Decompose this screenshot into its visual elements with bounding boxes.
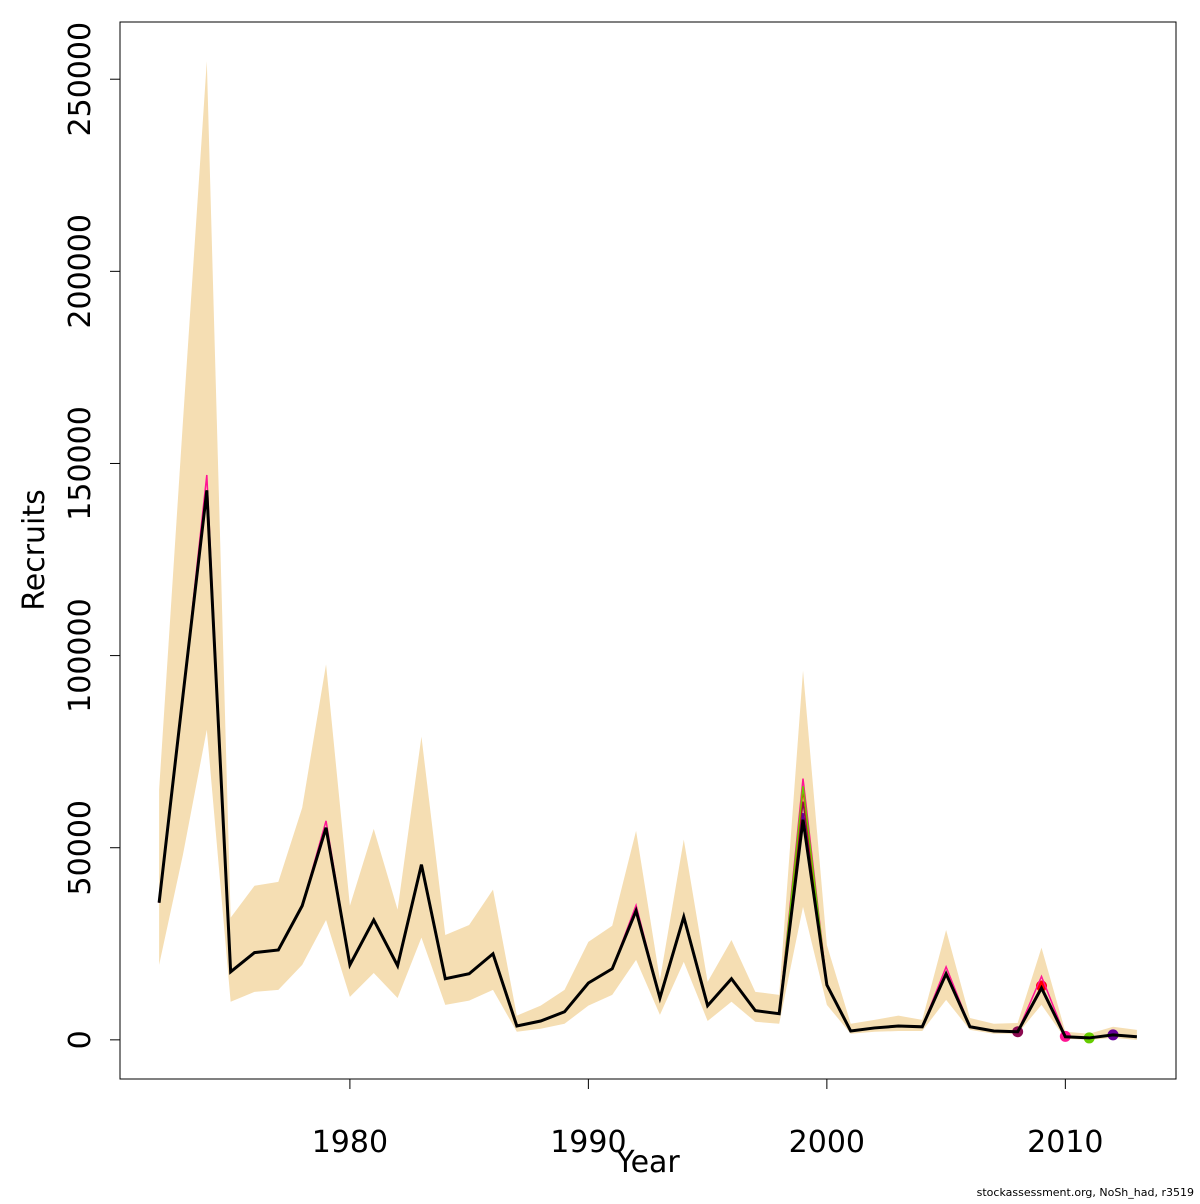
footnote: stockassessment.org, NoSh_had, r3519 (977, 1186, 1194, 1199)
y-tick-label: 50000 (63, 800, 98, 895)
x-tick-label: 2000 (789, 1125, 865, 1160)
x-tick-label: 1980 (312, 1125, 388, 1160)
x-tick-label: 1990 (550, 1125, 626, 1160)
x-axis-label: Year (615, 1145, 680, 1180)
y-tick-label: 100000 (63, 598, 98, 713)
confidence-band (159, 61, 1137, 1040)
y-tick-label: 200000 (63, 214, 98, 329)
series-line (157, 490, 1138, 1040)
y-tick-label: 0 (63, 1030, 98, 1049)
y-tick-label: 150000 (63, 406, 98, 521)
y-axis-label: Recruits (17, 489, 52, 611)
y-tick-label: 250000 (63, 22, 98, 137)
plot-frame (119, 21, 1177, 1080)
x-tick-label: 2010 (1027, 1125, 1103, 1160)
